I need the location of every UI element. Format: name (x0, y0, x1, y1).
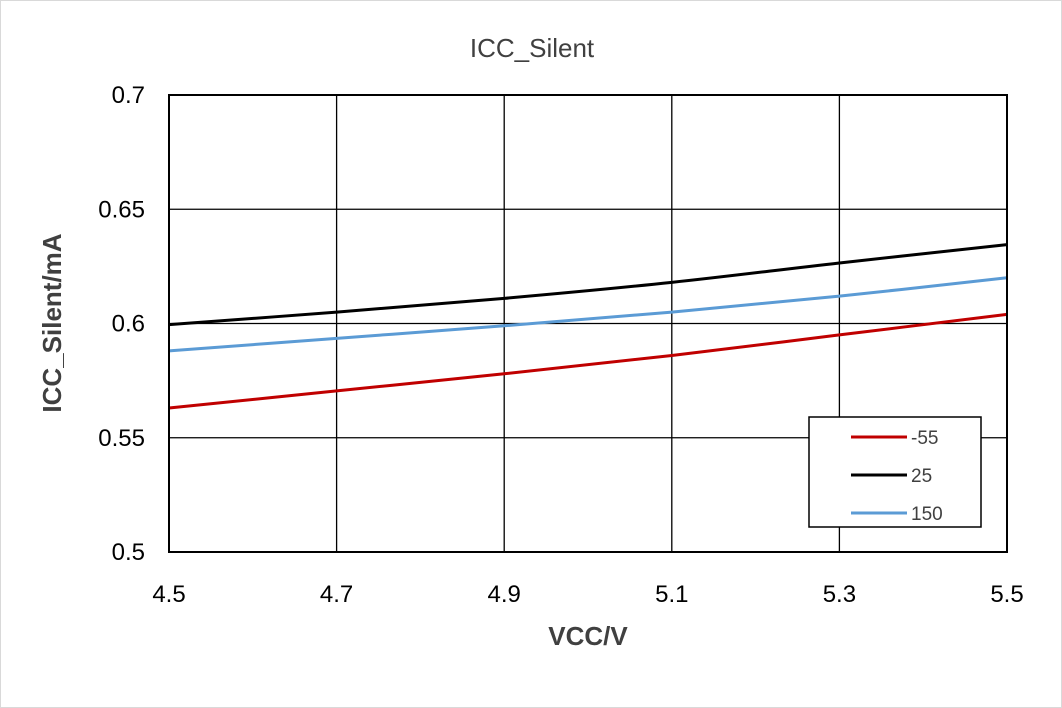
x-axis-ticks: 4.5 4.7 4.9 5.1 5.3 5.5 (152, 581, 1023, 608)
x-tick-label: 5.3 (823, 581, 856, 608)
x-axis-label: VCC/V (548, 621, 628, 651)
series-line-2 (168, 276, 1008, 353)
legend-label-1: 25 (911, 466, 932, 487)
y-axis-ticks: 0.5 0.55 0.6 0.65 0.7 (98, 82, 145, 566)
y-tick-label: 0.7 (112, 82, 145, 109)
y-tick-label: 0.65 (98, 196, 145, 223)
x-tick-label: 4.9 (488, 581, 521, 608)
legend-box (808, 416, 982, 528)
y-tick-label: 0.55 (98, 425, 145, 452)
chart-title: ICC_Silent (470, 33, 595, 63)
x-tick-label: 5.5 (990, 581, 1023, 608)
legend: -55 25 150 (808, 416, 982, 528)
y-axis-label: ICC_Silent/mA (37, 233, 67, 412)
legend-label-2: 150 (911, 504, 943, 525)
series-line-0 (168, 312, 1008, 410)
legend-label-0: -55 (911, 428, 938, 449)
x-tick-label: 4.7 (320, 581, 353, 608)
y-tick-label: 0.6 (112, 311, 145, 338)
series-lines (168, 243, 1008, 410)
y-tick-label: 0.5 (112, 539, 145, 566)
x-tick-label: 4.5 (152, 581, 185, 608)
series-line-1 (168, 243, 1008, 327)
plot-border (168, 94, 1008, 553)
x-tick-label: 5.1 (655, 581, 688, 608)
